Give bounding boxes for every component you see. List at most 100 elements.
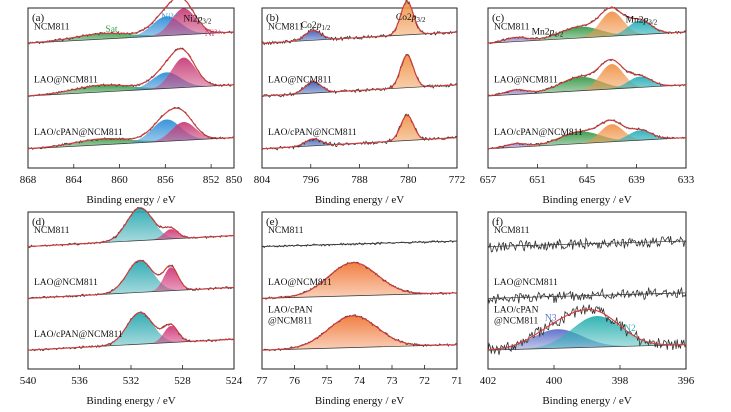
baseline bbox=[27, 31, 235, 44]
sample-label-line: NCM811 bbox=[494, 226, 530, 236]
x-tick-label: 856 bbox=[157, 174, 174, 186]
sample-label: LAO/cPAN@NCM811 bbox=[34, 128, 123, 138]
spectrum-0: NCM811 bbox=[261, 226, 458, 249]
sample-label-line: LAO/cPAN bbox=[268, 305, 313, 315]
x-axis-label: Binding energy / eV bbox=[542, 194, 631, 206]
x-tick-label: 398 bbox=[612, 375, 629, 387]
x-tick-label: 528 bbox=[174, 375, 191, 387]
x-tick-label: 73 bbox=[387, 375, 399, 387]
fit-curve bbox=[261, 54, 458, 97]
spectrum-0: NCM811 bbox=[27, 206, 235, 248]
component-co_low bbox=[262, 30, 457, 44]
component-mn_b bbox=[488, 26, 686, 44]
component-ni2 bbox=[28, 57, 234, 96]
x-axis-label: Binding energy / eV bbox=[86, 194, 175, 206]
x-tick-label: 864 bbox=[66, 174, 83, 186]
spectrum-1: LAO@NCM811 bbox=[27, 259, 235, 300]
x-axis-label: Binding energy / eV bbox=[86, 395, 175, 407]
component-mn_b bbox=[488, 76, 686, 96]
component-co_low bbox=[262, 81, 457, 96]
sample-label: NCM811 bbox=[494, 23, 530, 33]
spectrum-0: NCM811 bbox=[27, 0, 235, 45]
fit-curve bbox=[261, 114, 458, 150]
sample-label-line: LAO@NCM811 bbox=[34, 75, 98, 85]
component-mn_c bbox=[488, 64, 686, 96]
component-ni2 bbox=[28, 122, 234, 149]
sample-label: LAO/cPAN@NCM811 bbox=[268, 305, 313, 326]
sample-label: LAO/cPAN@NCM811 bbox=[268, 128, 357, 138]
sample-label-line: LAO/cPAN@NCM811 bbox=[34, 128, 123, 138]
spectrum-2: LAO/cPAN@NCM811 bbox=[27, 311, 235, 352]
fit-curve bbox=[27, 207, 235, 248]
sample-label-line: LAO/cPAN@NCM811 bbox=[268, 128, 357, 138]
sample-label: NCM811 bbox=[34, 226, 70, 236]
sample-label-line: NCM811 bbox=[268, 23, 304, 33]
baseline bbox=[27, 84, 235, 97]
sample-label-line: NCM811 bbox=[34, 23, 70, 33]
spectrum-1: LAO@NCM811 bbox=[261, 261, 458, 300]
x-tick-label: 524 bbox=[226, 375, 243, 387]
peak-annotation: Co2p3/2 bbox=[396, 13, 426, 24]
component-mn_d bbox=[488, 76, 686, 96]
fit-curve bbox=[487, 7, 687, 44]
raw-spectrum bbox=[261, 239, 458, 249]
peak-annotation: Sat. bbox=[105, 25, 120, 35]
x-tick-label: 788 bbox=[351, 174, 368, 186]
sample-label: NCM811 bbox=[268, 226, 304, 236]
component-o_a bbox=[28, 207, 234, 247]
component-mn_b bbox=[488, 131, 686, 149]
x-tick-label: 400 bbox=[546, 375, 563, 387]
x-axis-label: Binding energy / eV bbox=[315, 194, 404, 206]
baseline bbox=[487, 31, 687, 44]
peak-annotation: Ni2p3/2 bbox=[183, 15, 211, 26]
panel-label: (e) bbox=[266, 216, 279, 228]
spectrum-1: LAO@NCM811 bbox=[487, 278, 687, 305]
sample-label: LAO@NCM811 bbox=[268, 278, 332, 288]
sample-label-line: NCM811 bbox=[268, 226, 304, 236]
sample-label-line: LAO@NCM811 bbox=[494, 75, 558, 85]
component-co_high bbox=[262, 1, 457, 44]
sample-label-line: LAO/cPAN bbox=[494, 305, 539, 315]
x-tick-label: 639 bbox=[628, 174, 645, 186]
sample-label: NCM811 bbox=[268, 23, 304, 33]
baseline bbox=[487, 240, 687, 247]
sample-label: LAO@NCM811 bbox=[34, 75, 98, 85]
x-tick-label: 850 bbox=[226, 174, 243, 186]
sample-label: LAO@NCM811 bbox=[494, 278, 558, 288]
panel-d: 540 536 532 528 524 Binding energy / eV (d)NCM… bbox=[20, 206, 243, 407]
component-mn_d bbox=[488, 130, 686, 149]
peak-annotation: N2 bbox=[624, 324, 636, 334]
component-o_a bbox=[28, 260, 234, 299]
baseline bbox=[487, 344, 687, 351]
x-axis-label: Binding energy / eV bbox=[542, 395, 631, 407]
panel-label: (d) bbox=[32, 216, 45, 228]
fit-curve bbox=[487, 58, 687, 97]
x-tick-label: 804 bbox=[254, 174, 271, 186]
fit-curve bbox=[261, 315, 458, 351]
baseline bbox=[487, 137, 687, 150]
spectrum-1: LAO@NCM811 bbox=[487, 58, 687, 97]
panel-label: (c) bbox=[492, 12, 505, 24]
raw-spectrum bbox=[487, 304, 687, 355]
sample-label-line: @NCM811 bbox=[268, 316, 313, 326]
fit-curve bbox=[261, 0, 458, 44]
sample-label: LAO/cPAN@NCM811 bbox=[494, 305, 539, 326]
fit-curve bbox=[27, 311, 235, 351]
spectrum-2: LAO/cPAN@NCM811 bbox=[261, 113, 458, 151]
x-tick-label: 75 bbox=[322, 375, 334, 387]
sample-label: LAO@NCM811 bbox=[268, 75, 332, 85]
baseline bbox=[487, 84, 687, 97]
x-tick-label: 532 bbox=[123, 375, 140, 387]
panel-f: 402 400 398 396 Binding energy / eV (f)NCM811… bbox=[480, 211, 695, 407]
fit-curve bbox=[487, 308, 687, 351]
raw-spectrum bbox=[487, 235, 687, 253]
x-tick-label: 860 bbox=[111, 174, 128, 186]
x-tick-label: 74 bbox=[354, 375, 366, 387]
x-axis-label: Binding energy / eV bbox=[315, 395, 404, 407]
x-tick-label: 76 bbox=[289, 375, 301, 387]
fit-curve bbox=[27, 48, 235, 97]
sample-label: LAO/cPAN@NCM811 bbox=[34, 330, 123, 340]
fit-curve bbox=[27, 107, 235, 150]
baseline bbox=[27, 137, 235, 150]
